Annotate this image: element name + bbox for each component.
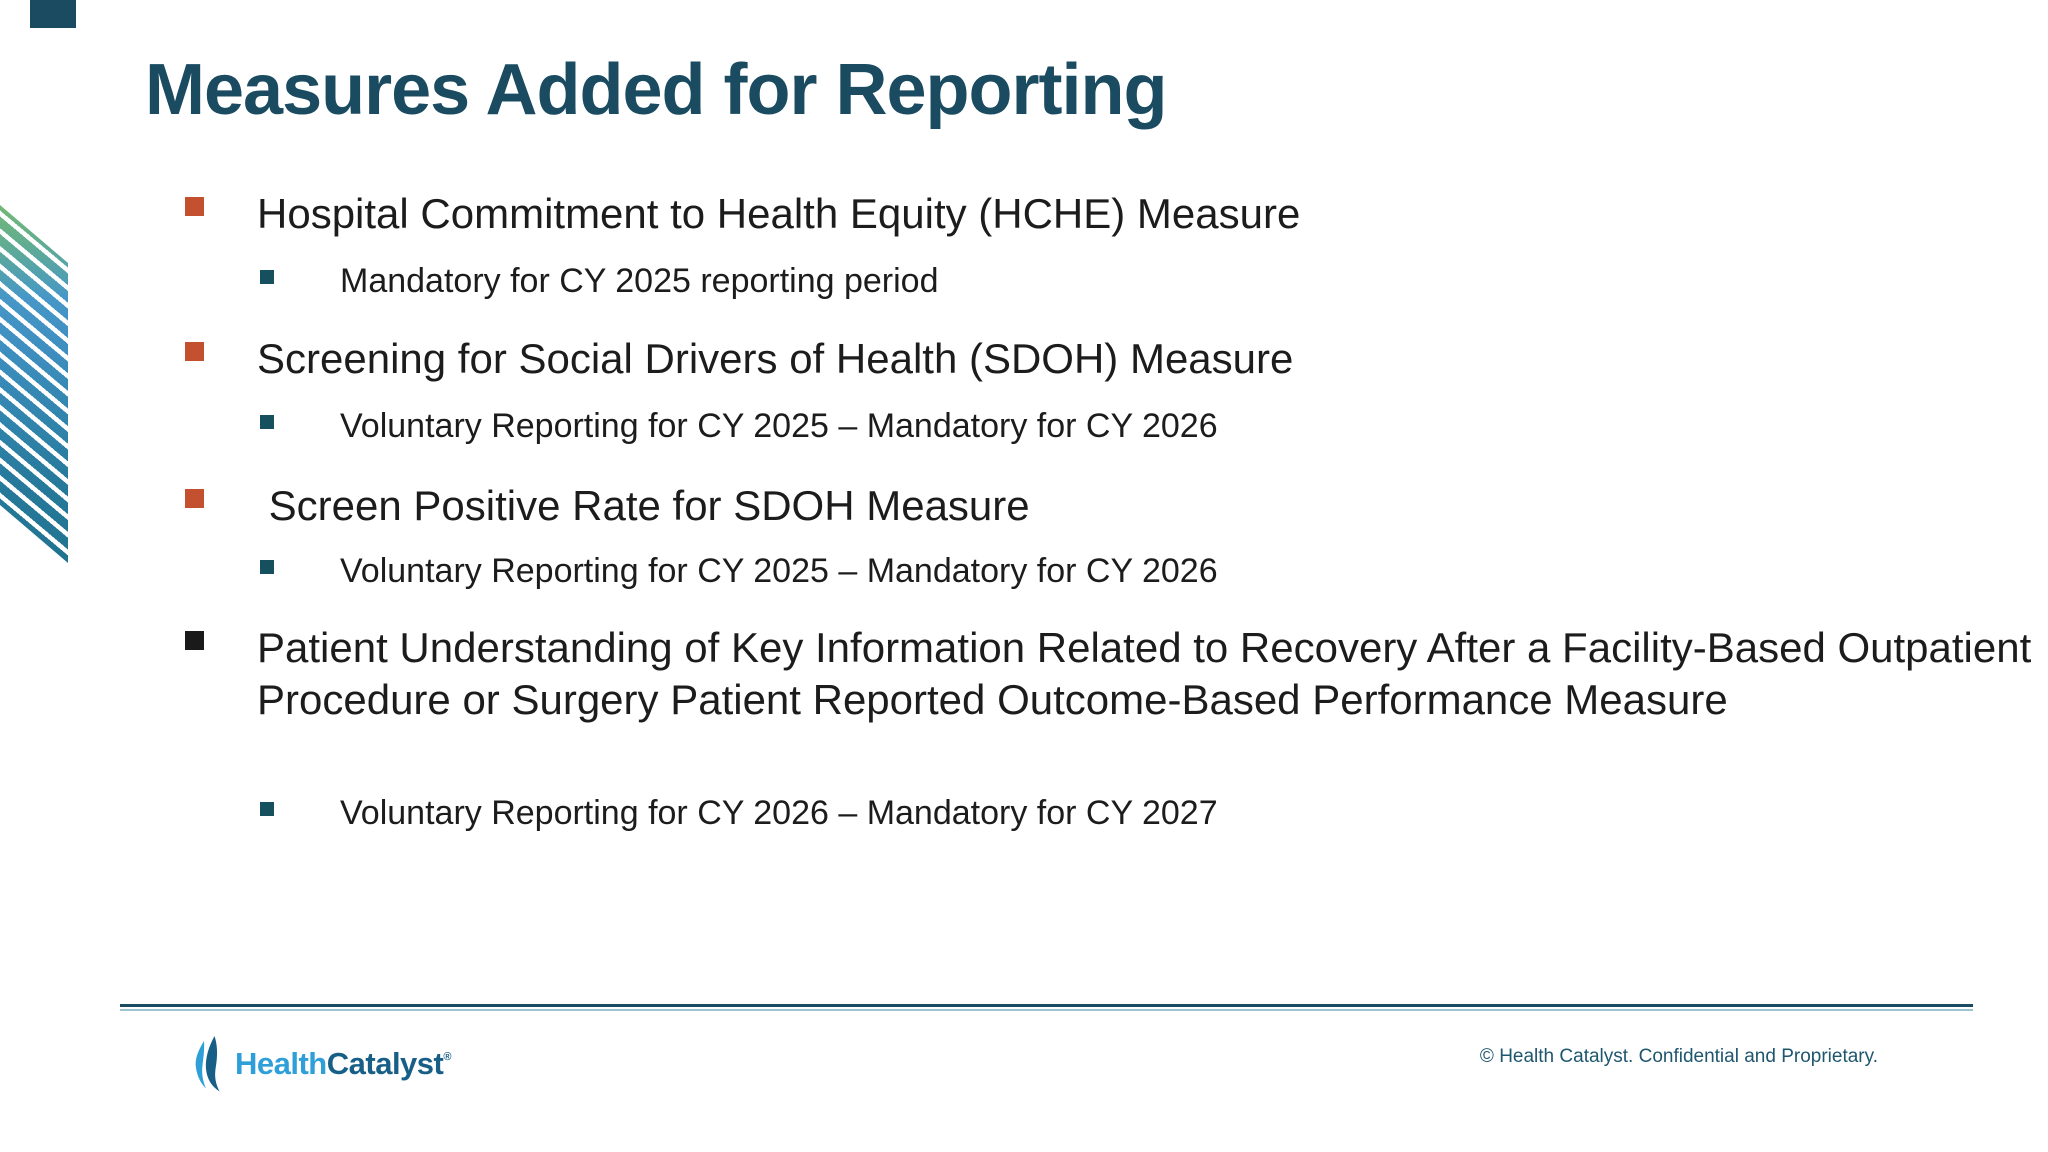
square-bullet-icon (260, 802, 274, 816)
diagonal-stripes-decoration (0, 205, 68, 563)
footer-divider-accent (120, 1009, 1973, 1011)
list-item-label: Patient Understanding of Key Information… (257, 624, 2043, 723)
square-bullet-icon (185, 631, 204, 650)
health-catalyst-logo: HealthCatalyst® (190, 1036, 451, 1092)
square-bullet-icon (260, 415, 274, 429)
footer-divider (120, 1004, 1973, 1007)
logo-word-health: Health (235, 1046, 327, 1081)
list-subitem: Voluntary Reporting for CY 2026 – Mandat… (260, 792, 1218, 834)
list-item-label: Hospital Commitment to Health Equity (HC… (257, 190, 1301, 237)
list-item: Screen Positive Rate for SDOH Measure (185, 480, 1030, 532)
list-subitem: Voluntary Reporting for CY 2025 – Mandat… (260, 405, 1218, 447)
list-subitem-label: Voluntary Reporting for CY 2025 – Mandat… (340, 407, 1218, 445)
list-item-label: Screening for Social Drivers of Health (… (257, 335, 1294, 382)
square-bullet-icon (260, 270, 274, 284)
registered-trademark-icon: ® (443, 1051, 451, 1063)
corner-accent-square (30, 0, 76, 28)
square-bullet-icon (185, 342, 204, 361)
list-item: Hospital Commitment to Health Equity (HC… (185, 188, 1300, 240)
list-subitem: Mandatory for CY 2025 reporting period (260, 260, 939, 302)
list-item: Screening for Social Drivers of Health (… (185, 333, 1293, 385)
list-item-label: Screen Positive Rate for SDOH Measure (257, 482, 1030, 529)
page-title: Measures Added for Reporting (145, 50, 1167, 130)
list-subitem: Voluntary Reporting for CY 2025 – Mandat… (260, 550, 1218, 592)
logo-wordmark: HealthCatalyst® (235, 1046, 451, 1082)
square-bullet-icon (260, 560, 274, 574)
square-bullet-icon (185, 489, 204, 508)
list-subitem-label: Mandatory for CY 2025 reporting period (340, 262, 939, 300)
list-item: Patient Understanding of Key Information… (185, 622, 2037, 726)
flame-icon (195, 1036, 220, 1092)
copyright-text: © Health Catalyst. Confidential and Prop… (1479, 1046, 1878, 1067)
logo-word-catalyst: Catalyst (326, 1046, 444, 1081)
square-bullet-icon (185, 197, 204, 216)
list-subitem-label: Voluntary Reporting for CY 2026 – Mandat… (340, 794, 1218, 832)
list-subitem-label: Voluntary Reporting for CY 2025 – Mandat… (340, 552, 1218, 590)
